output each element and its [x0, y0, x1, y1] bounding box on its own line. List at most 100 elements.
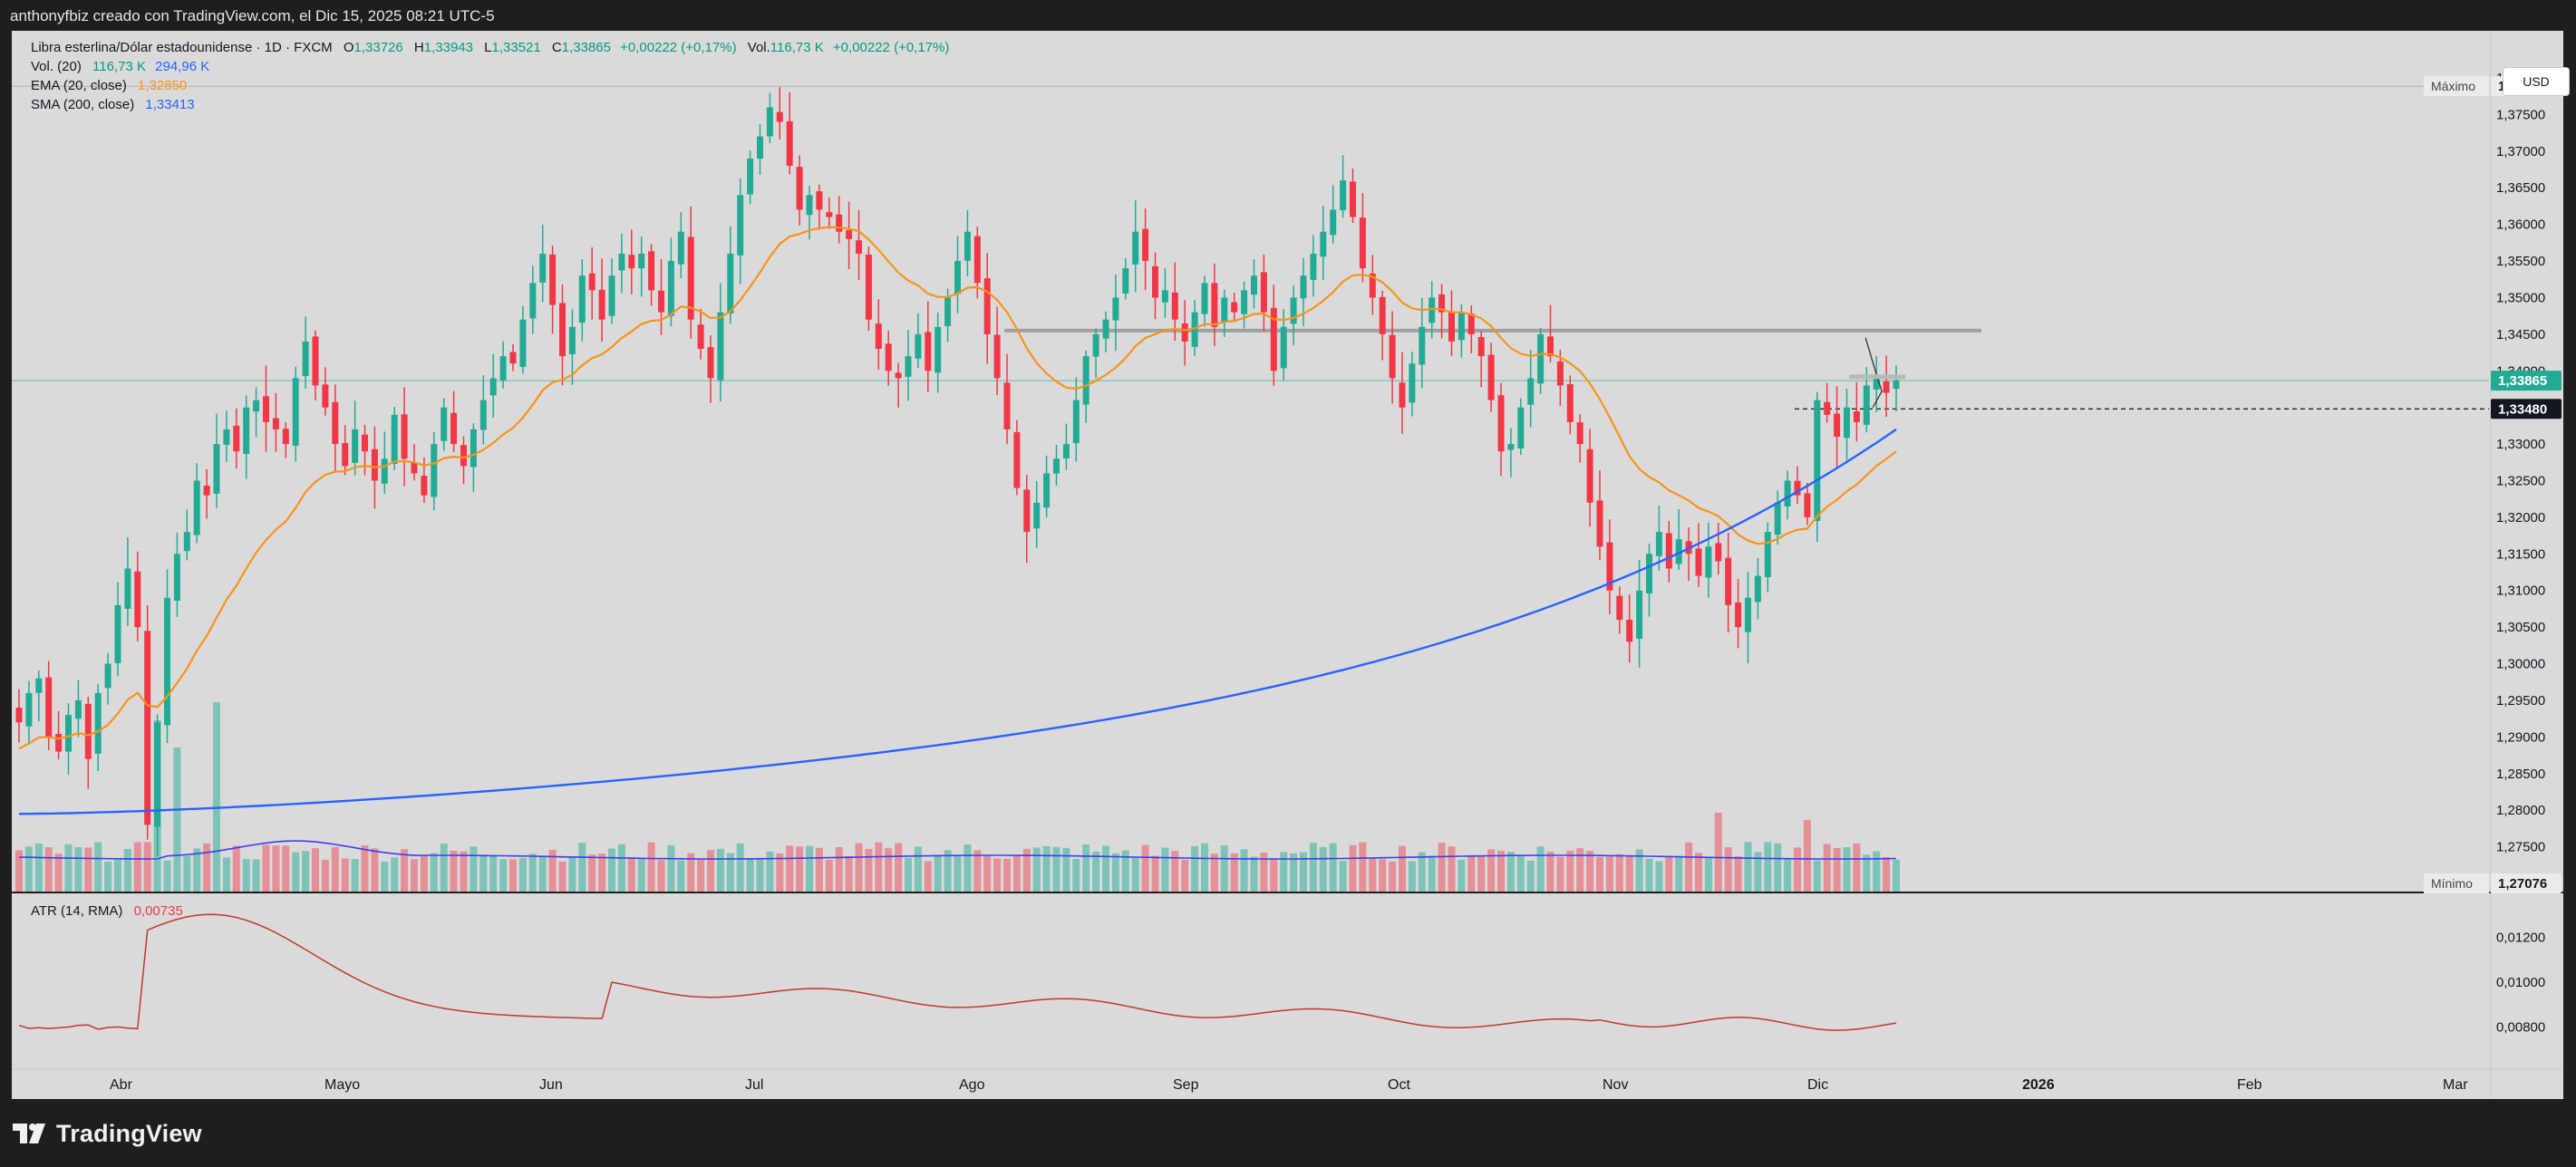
volume-bar — [1576, 848, 1584, 892]
candle-body — [1517, 407, 1525, 449]
volume-bar — [1032, 847, 1041, 892]
volume-bar — [1754, 852, 1762, 892]
volume-bar — [331, 846, 339, 892]
volume-bar — [282, 845, 290, 892]
volume-ma-path — [18, 840, 1897, 860]
candle-body — [638, 253, 645, 269]
volume-bar — [1784, 859, 1792, 892]
volume-bar — [1685, 842, 1693, 892]
candle-body — [499, 356, 507, 381]
candle-body — [1003, 382, 1011, 429]
volume-bar — [707, 850, 714, 892]
volume-bar — [1883, 857, 1891, 892]
candle-body — [272, 418, 279, 429]
candle-body — [1330, 209, 1337, 236]
volume-bar — [420, 855, 428, 892]
sma-legend[interactable]: SMA (200, close) 1,33413 — [31, 97, 195, 112]
volume-bar — [776, 853, 784, 892]
volume-bar — [1526, 860, 1535, 892]
candle-body — [1834, 413, 1841, 438]
volume-bar — [272, 845, 280, 892]
candle-body — [598, 289, 605, 320]
price-tick-label: 1,31000 — [2496, 584, 2545, 599]
volume-bar — [1487, 849, 1496, 892]
vol-value: 116,73 K — [770, 40, 824, 55]
candle-body — [1399, 382, 1406, 408]
volume-bar — [341, 858, 349, 892]
chart-svg[interactable]: 1,380001,375001,370001,365001,360001,355… — [12, 31, 2563, 1099]
volume-bar — [1329, 843, 1337, 892]
time-tick-label: Jun — [539, 1077, 563, 1093]
price-tick-label: 1,31500 — [2496, 546, 2545, 562]
volume-bar — [1161, 847, 1169, 892]
volume-bar — [381, 861, 389, 892]
atr-tick-label: 0,01200 — [2496, 930, 2545, 945]
volume-bar — [312, 848, 319, 892]
volume-bar — [637, 858, 645, 892]
candle-body — [1359, 217, 1366, 269]
volume-bar — [875, 842, 883, 892]
volume-bar — [1833, 848, 1841, 892]
volume-bar — [242, 859, 250, 892]
candle-body — [1467, 313, 1475, 334]
volume-bar — [845, 855, 853, 892]
chart-area[interactable]: 1,380001,375001,370001,365001,360001,355… — [12, 31, 2570, 1099]
time-tick-label: Nov — [1603, 1077, 1628, 1093]
volume-bar — [1704, 858, 1712, 892]
candle-body — [1053, 458, 1060, 474]
low-label: L — [484, 40, 492, 55]
volume-bar — [193, 848, 201, 892]
ema-legend[interactable]: EMA (20, close) 1,32850 — [31, 78, 187, 93]
volume-bar — [1181, 859, 1189, 892]
volume-bar — [1506, 852, 1515, 892]
price-tick-label: 1,35000 — [2496, 290, 2545, 305]
candle-body — [282, 429, 289, 445]
candle-body — [1863, 385, 1870, 425]
candle-body — [993, 334, 1001, 379]
candle-body — [1616, 595, 1623, 621]
candle-body — [1409, 363, 1416, 403]
candle-body — [1873, 378, 1880, 390]
candle-body — [816, 191, 823, 210]
candle-body — [658, 290, 664, 313]
candle-body — [391, 414, 398, 464]
candle-body — [45, 677, 53, 738]
candle-body — [371, 448, 378, 481]
min-badge-value: 1,27076 — [2498, 876, 2547, 892]
volume-bar — [726, 853, 734, 892]
candle-body — [628, 255, 635, 269]
volume-bar — [1586, 851, 1594, 892]
candle-body — [885, 343, 892, 371]
atr-legend[interactable]: ATR (14, RMA) 0,00735 — [31, 903, 183, 919]
volume-bar — [143, 842, 151, 892]
volume-bar — [292, 852, 300, 892]
volume-bar — [1072, 859, 1080, 892]
time-tick-label: Feb — [2237, 1077, 2262, 1093]
currency-button[interactable]: USD — [2503, 67, 2570, 96]
footer-bar — [0, 1099, 2576, 1167]
volume-bar — [647, 842, 655, 892]
volume-bar — [1220, 844, 1228, 892]
atr-name: ATR (14, RMA) — [31, 903, 123, 919]
candle-body — [263, 396, 269, 422]
volume-bar — [1092, 851, 1100, 892]
volume-bar — [1734, 855, 1742, 892]
time-tick-label: Mayo — [324, 1077, 360, 1093]
price-tick-label: 1,36000 — [2496, 217, 2545, 233]
pane-separators — [12, 31, 2563, 1099]
candle-body — [559, 303, 566, 357]
volume-bar — [1082, 844, 1090, 892]
candle-body — [1340, 180, 1347, 211]
volume-bar — [1111, 853, 1119, 892]
volume-bar — [1260, 853, 1268, 892]
candle-body — [332, 401, 339, 445]
volume-bar — [657, 860, 665, 892]
volume-legend[interactable]: Vol. (20) 116,73 K 294,96 K — [31, 59, 209, 74]
candle-body — [1241, 290, 1248, 314]
volume-bar — [371, 848, 379, 892]
symbol-legend[interactable]: Libra esterlina/Dólar estadounidense · 1… — [31, 40, 949, 55]
price-tick-label: 1,36500 — [2496, 180, 2545, 196]
time-tick-label: Jul — [745, 1077, 763, 1093]
candle-body — [431, 444, 438, 497]
tradingview-logo[interactable]: TradingView — [13, 1120, 202, 1147]
